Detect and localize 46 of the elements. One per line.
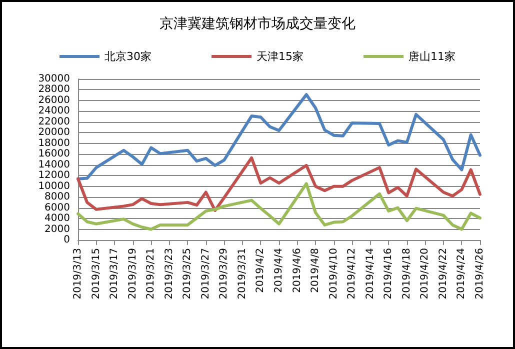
- y-tick-label: 4000: [44, 213, 70, 224]
- y-tick-label: 6000: [44, 202, 70, 214]
- y-tick-label: 16000: [38, 148, 70, 160]
- x-tick-label: 2019/4/4: [274, 248, 284, 293]
- chart-title: 京津冀建筑钢材市场成交量变化: [160, 16, 356, 32]
- x-tick-label: 2019/4/8: [310, 248, 322, 293]
- x-tick-label: 2019/4/26: [474, 248, 486, 300]
- x-tick-label: 2019/4/24: [456, 248, 468, 300]
- legend-label: 北京30家: [104, 50, 152, 63]
- y-tick-label: 12000: [38, 170, 70, 182]
- line-series: [76, 182, 482, 231]
- x-tick-label: 2019/3/27: [200, 248, 212, 300]
- x-tick-label: 2019/4/2: [255, 248, 266, 293]
- y-tick-label: 30000: [38, 74, 70, 84]
- x-tick-label: 2019/4/18: [401, 248, 412, 300]
- x-tick-label: 2019/3/15: [90, 248, 102, 300]
- legend-label: 天津15家: [256, 50, 304, 63]
- y-tick-label: 20000: [38, 127, 70, 138]
- y-tick-label: 28000: [38, 84, 70, 96]
- x-tick-label: 2019/4/16: [383, 248, 394, 300]
- x-tick-label: 2019/4/14: [364, 248, 376, 300]
- x-tick-label: 2019/3/13: [72, 248, 84, 300]
- x-tick-label: 2019/3/17: [109, 248, 120, 300]
- y-tick-label: 2000: [44, 224, 70, 235]
- x-tick-label: 2019/3/19: [127, 248, 138, 300]
- x-tick-label: 2019/3/25: [182, 248, 194, 300]
- y-tick-label: 26000: [38, 94, 70, 106]
- y-tick-label: 0: [64, 234, 70, 246]
- x-tick-label: 2019/3/21: [146, 248, 157, 300]
- line-series: [76, 93, 482, 180]
- y-tick-label: 24000: [38, 106, 70, 117]
- x-tick-label: 2019/4/6: [292, 248, 303, 293]
- x-tick-label: 2019/4/12: [346, 248, 358, 300]
- x-tick-label: 2019/4/10: [328, 248, 340, 300]
- y-tick-label: 10000: [38, 180, 70, 192]
- y-tick-label: 8000: [44, 192, 70, 203]
- y-tick-label: 18000: [38, 138, 70, 149]
- y-tick-label: 14000: [38, 159, 70, 170]
- x-tick-label: 2019/3/29: [218, 248, 230, 300]
- y-tick-label: 22000: [38, 116, 70, 128]
- line-series: [76, 156, 482, 212]
- x-tick-label: 2019/3/23: [164, 248, 175, 300]
- x-tick-label: 2019/4/22: [438, 248, 449, 300]
- x-tick-label: 2019/4/20: [420, 248, 431, 300]
- legend-label: 唐山11家: [408, 50, 456, 63]
- x-tick-label: 2019/3/31: [236, 248, 248, 300]
